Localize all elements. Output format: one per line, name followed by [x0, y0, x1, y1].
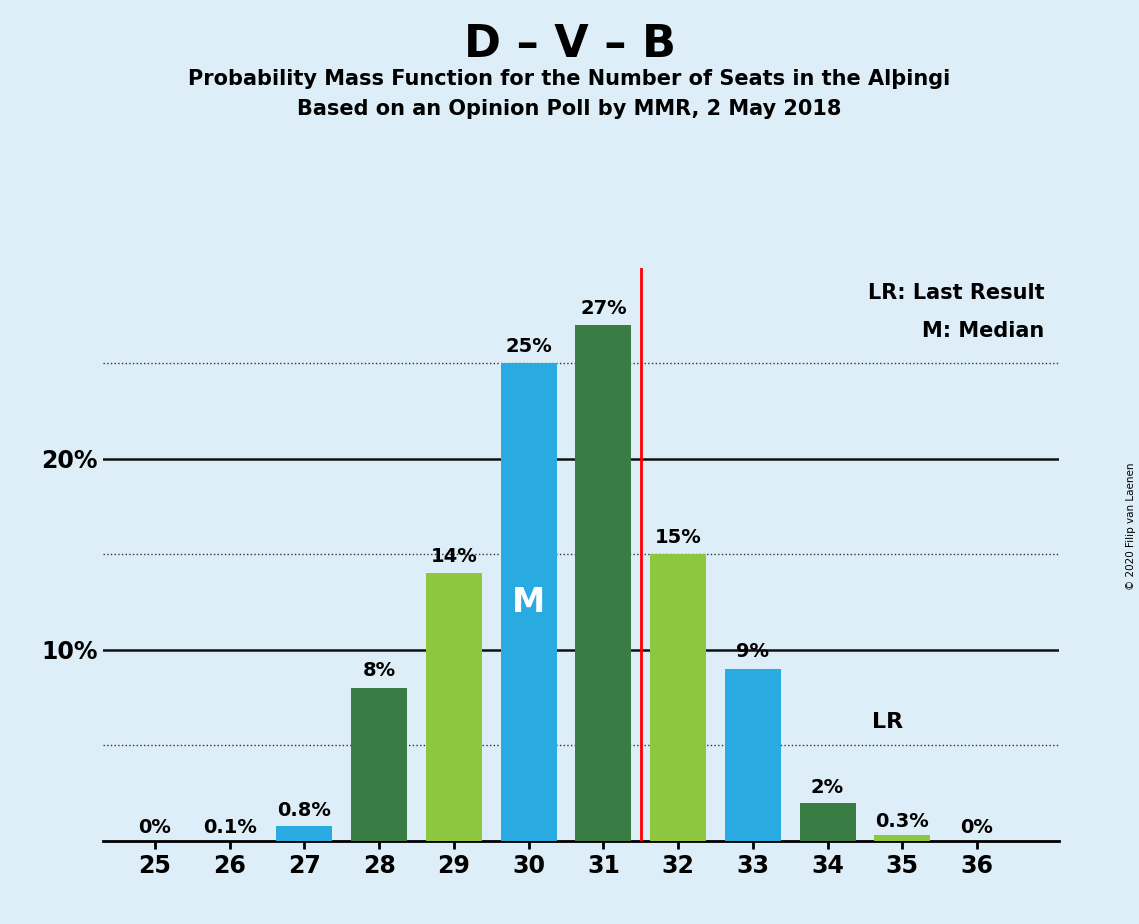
Text: 27%: 27% — [580, 298, 626, 318]
Bar — [724, 669, 781, 841]
Bar — [800, 803, 855, 841]
Bar — [650, 554, 706, 841]
Text: 0.1%: 0.1% — [203, 818, 256, 837]
Text: D – V – B: D – V – B — [464, 23, 675, 67]
Bar — [575, 325, 631, 841]
Text: 25%: 25% — [506, 337, 552, 356]
Text: © 2020 Filip van Laenen: © 2020 Filip van Laenen — [1126, 462, 1136, 590]
Text: 8%: 8% — [362, 662, 395, 680]
Text: 9%: 9% — [736, 642, 769, 662]
Bar — [500, 363, 557, 841]
Text: 2%: 2% — [811, 778, 844, 796]
Text: 15%: 15% — [655, 528, 702, 547]
Text: 0%: 0% — [960, 818, 993, 837]
Text: Based on an Opinion Poll by MMR, 2 May 2018: Based on an Opinion Poll by MMR, 2 May 2… — [297, 99, 842, 119]
Text: 0.3%: 0.3% — [876, 812, 929, 832]
Text: LR: LR — [872, 712, 903, 733]
Text: 0%: 0% — [139, 818, 171, 837]
Text: 14%: 14% — [431, 547, 477, 565]
Bar — [277, 825, 333, 841]
Bar — [426, 574, 482, 841]
Text: M: M — [511, 586, 546, 619]
Bar — [351, 688, 407, 841]
Bar — [875, 835, 931, 841]
Text: 0.8%: 0.8% — [278, 801, 331, 820]
Text: LR: Last Result: LR: Last Result — [868, 284, 1044, 303]
Text: Probability Mass Function for the Number of Seats in the Alþingi: Probability Mass Function for the Number… — [188, 69, 951, 90]
Text: M: Median: M: Median — [923, 322, 1044, 342]
